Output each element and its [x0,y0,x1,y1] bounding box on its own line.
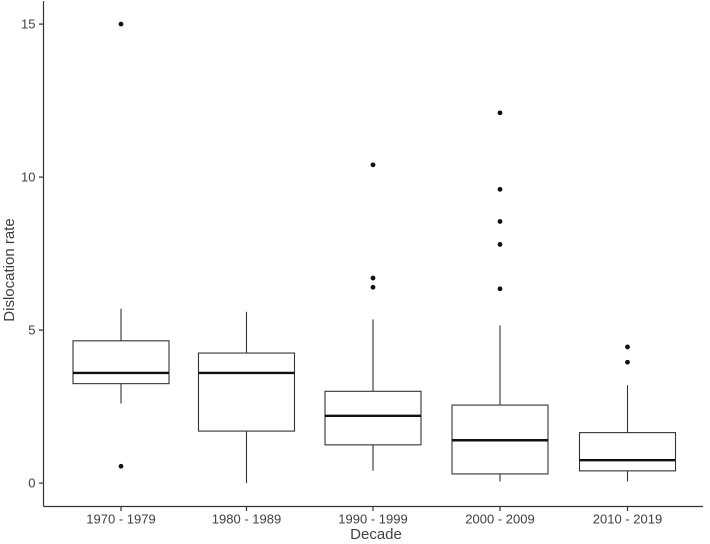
outlier-1990-1999-1 [370,275,376,281]
outlier-2010-2019-1 [625,359,630,365]
y-tick-label-15: 15 [21,17,35,32]
y-axis: 0 5 10 15 [21,1,45,507]
y-tick-label-0: 0 [28,476,35,491]
outlier-2000-2009-3 [497,242,503,247]
iqr-box-1980-1989 [197,352,296,432]
outlier-1970-1979-0 [118,21,124,27]
x-tick-label-1970s: 1970 - 1979 [86,512,155,527]
iqr-box-1970-1979 [72,340,170,385]
x-tick-label-1990s: 1990 - 1999 [338,512,407,527]
outlier-2000-2009-2 [497,219,503,224]
iqr-box-2010-2019 [578,432,677,472]
y-axis-title: Dislocation rate [1,218,18,321]
outlier-2000-2009-4 [497,286,503,292]
x-axis: 1970 - 1979 1980 - 1989 1990 - 1999 2000… [43,505,703,527]
outlier-1990-1999-2 [370,284,376,290]
x-tick-label-2010s: 2010 - 2019 [593,512,662,527]
x-axis-title: Decade [350,526,402,543]
outlier-2000-2009-1 [497,186,503,192]
boxes-layer [72,21,677,484]
iqr-box-1990-1999 [324,390,422,446]
outlier-1970-1979-1 [118,463,124,469]
x-tick-label-2000s: 2000 - 2009 [465,512,534,527]
y-tick-label-10: 10 [21,170,35,185]
outlier-2010-2019-0 [625,344,630,350]
x-tick-label-1980s: 1980 - 1989 [212,512,281,527]
outlier-2000-2009-0 [497,110,503,116]
outlier-1990-1999-0 [370,162,376,168]
y-tick-label-5: 5 [28,323,35,338]
